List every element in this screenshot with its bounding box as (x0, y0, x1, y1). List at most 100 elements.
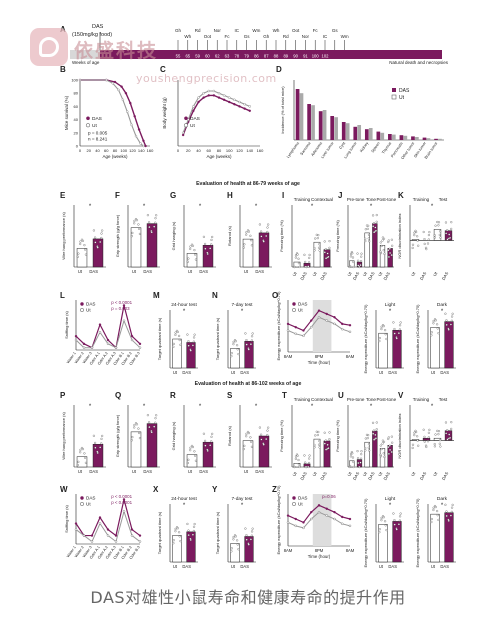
scatter-dot (372, 222, 375, 225)
data-point (117, 88, 120, 92)
data-point (134, 134, 138, 138)
data-point (114, 346, 118, 349)
scatter-dot (187, 344, 190, 347)
bar-das (434, 138, 438, 140)
y-axis-label: Grip strength (g/g force) (115, 414, 120, 457)
significance-star: * (255, 204, 258, 210)
x-tick-label: Odor A 1 (89, 351, 101, 365)
x-tick-label: DAS (299, 271, 308, 281)
scatter-dot (364, 239, 367, 243)
data-point (317, 510, 321, 514)
bar-das (244, 536, 254, 563)
scatter-dot (328, 246, 331, 249)
chart-title: Light (385, 302, 396, 308)
panel-letter-c: C (160, 65, 166, 74)
scatter-dot (393, 332, 396, 335)
scatter-dot (374, 229, 377, 232)
y-axis-label: Freezing time (%) (279, 420, 284, 452)
y-axis-label: Sniffing time (s) (64, 504, 69, 532)
scatter-dot (399, 512, 402, 515)
x-tick-label: DAS (367, 471, 376, 481)
scatter-dot (366, 437, 369, 440)
timeline-dose-label: (150mg/kg food) (72, 32, 112, 38)
scatter-dot (313, 249, 316, 252)
scatter-dot (247, 432, 250, 435)
bar-ut (430, 513, 440, 563)
scatter-dot (426, 242, 430, 245)
data-point (82, 346, 86, 349)
scatter-dot (92, 229, 95, 232)
scatter-dot (243, 444, 246, 447)
panel-letter-u: U (338, 391, 344, 400)
scatter-dot (360, 260, 363, 263)
scatter-dot (375, 220, 378, 223)
legend-das-marker (80, 302, 84, 306)
scatter-dot (439, 439, 442, 442)
bar-das (376, 131, 381, 140)
scatter-dot (210, 243, 213, 246)
significance-star: * (89, 404, 92, 410)
scatter-dot (324, 248, 327, 251)
scatter-dot (314, 237, 317, 240)
chart-f: Grip strength (g/g force) Ut DAS * (115, 204, 160, 274)
bar-ut (293, 463, 301, 468)
significance-star: * (431, 204, 434, 210)
scatter-dot (325, 257, 328, 260)
x-tick-label: Ut (362, 470, 369, 477)
y-tick-label: 60 (74, 104, 79, 109)
data-point (120, 85, 123, 88)
bar-das (399, 135, 404, 140)
scatter-dot (374, 226, 377, 229)
x-tick-label: Odor A 2 (97, 545, 109, 559)
legend-das-marker (292, 496, 296, 500)
x-tick-label: 60 (207, 148, 212, 153)
scatter-dot (398, 328, 401, 331)
scatter-dot (313, 446, 316, 449)
scatter-dot (260, 230, 263, 233)
scatter-dot (148, 226, 151, 229)
scatter-dot (187, 529, 190, 532)
scatter-dot (155, 414, 158, 417)
scatter-dot (444, 421, 448, 424)
scatter-dot (244, 527, 247, 530)
legend-das-label: DAS (298, 496, 307, 501)
data-point (243, 102, 246, 106)
x-tick-label: 8AM (284, 548, 293, 553)
data-point (74, 334, 78, 338)
x-tick-label: 0 (79, 148, 82, 153)
significance-star: * (370, 404, 373, 410)
bar-das (444, 230, 453, 241)
scatter-dot (433, 234, 436, 237)
chart-p: Wire hang performance (s) Ut DAS * (61, 404, 106, 474)
scatter-dot (186, 522, 189, 525)
scatter-dot (189, 349, 192, 352)
bar-das (422, 437, 431, 441)
scatter-dot (439, 236, 442, 239)
data-point (310, 319, 313, 322)
x-tick-label: Ut (377, 270, 384, 277)
scatter-dot (242, 447, 245, 451)
data-point (122, 510, 126, 513)
scatter-dot (427, 238, 430, 241)
scatter-dot (154, 421, 157, 424)
significance-star: * (370, 204, 373, 210)
scatter-dot (437, 518, 440, 521)
timeline-assay-15: IC (323, 34, 328, 39)
data-point (217, 91, 221, 95)
scatter-dot (450, 421, 453, 424)
data-point (217, 96, 221, 99)
bar-ut (76, 456, 88, 468)
scatter-dot (327, 255, 330, 258)
data-point (192, 109, 195, 113)
x-tick-label: DAS (441, 471, 450, 481)
scatter-dot (323, 442, 326, 445)
scatter-dot (436, 429, 439, 432)
x-tick-label: Odor A 2 (97, 351, 109, 365)
scatter-dot (350, 252, 353, 256)
timeline-week-2: 59 (195, 54, 200, 59)
data-point (341, 515, 344, 519)
x-tick-label: Ut (291, 270, 298, 277)
timeline-end-label: Natural death and necropsies (389, 60, 449, 65)
scatter-dot (178, 334, 181, 337)
